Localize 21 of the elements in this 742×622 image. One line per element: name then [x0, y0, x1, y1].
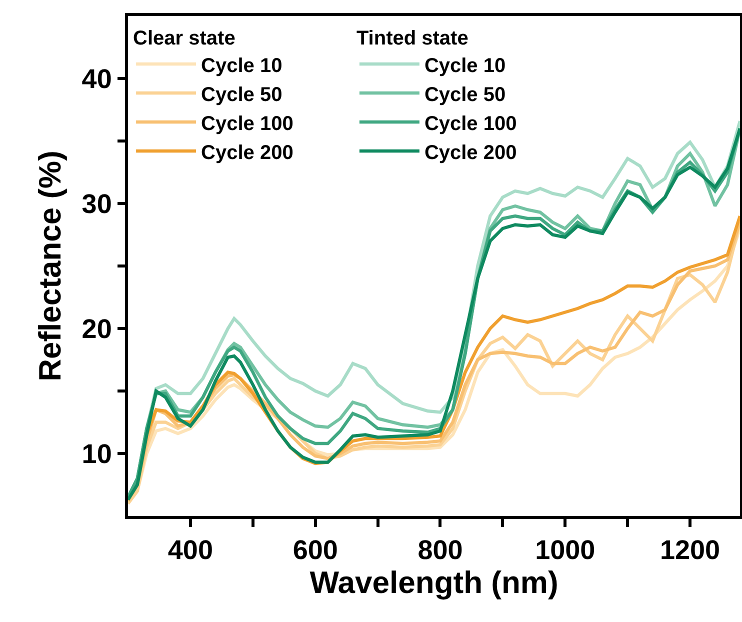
x-tick-label: 400 [168, 535, 213, 566]
legend-label: Cycle 50 [424, 84, 506, 106]
x-tick-label: 1000 [535, 535, 596, 566]
x-tick-label: 600 [292, 535, 338, 566]
x-tick-label: 800 [418, 535, 463, 566]
legend-label: Cycle 10 [424, 54, 506, 77]
legend-label: Cycle 10 [201, 54, 282, 77]
text: Clear state [133, 28, 236, 50]
x-axis-title: Wavelength (nm) [310, 565, 558, 600]
legend-label: Cycle 200 [201, 142, 294, 164]
legend-label: Cycle 200 [424, 142, 517, 164]
legend-label: Cycle 100 [201, 112, 294, 135]
legend-label: Cycle 50 [201, 84, 282, 106]
x-tick-label: 1200 [660, 535, 720, 566]
y-tick-label: 40 [82, 64, 112, 94]
y-tick-label: 30 [82, 188, 112, 219]
y-axis-title: Reflectance (%) [32, 150, 68, 382]
legend-label: Cycle 100 [424, 112, 517, 135]
text: Tinted state [356, 28, 468, 50]
y-tick-label: 10 [82, 438, 112, 469]
y-tick-label: 20 [82, 314, 112, 344]
